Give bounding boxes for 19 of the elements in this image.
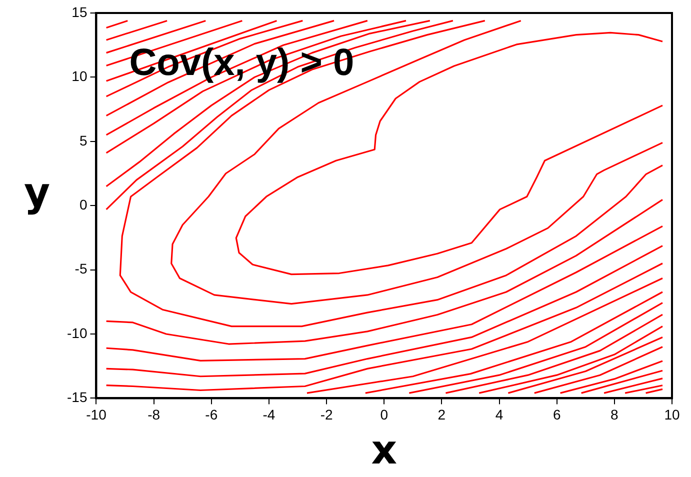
x-tick-label: 8 bbox=[610, 406, 619, 422]
x-tick-label: -2 bbox=[320, 406, 333, 422]
y-tick-label: -10 bbox=[67, 324, 88, 341]
x-tick-label: 2 bbox=[438, 406, 446, 422]
x-tick-label: -6 bbox=[205, 406, 218, 422]
y-tick-label: 10 bbox=[72, 68, 88, 84]
x-axis-title: x bbox=[371, 427, 398, 474]
y-tick-label: 15 bbox=[72, 4, 88, 20]
x-tick-label: 10 bbox=[664, 406, 680, 422]
y-tick-label: 5 bbox=[79, 132, 88, 148]
x-tick-label: 0 bbox=[380, 406, 388, 422]
y-axis-title: y bbox=[24, 170, 50, 216]
x-tick-label: 6 bbox=[552, 406, 561, 422]
x-tick-label: 4 bbox=[495, 406, 504, 422]
y-tick-label: 0 bbox=[79, 196, 88, 212]
x-tick-label: -8 bbox=[148, 406, 160, 422]
y-tick-label: -5 bbox=[74, 260, 88, 277]
x-tick-label: -4 bbox=[262, 406, 276, 422]
y-tick-label: -15 bbox=[67, 389, 88, 406]
